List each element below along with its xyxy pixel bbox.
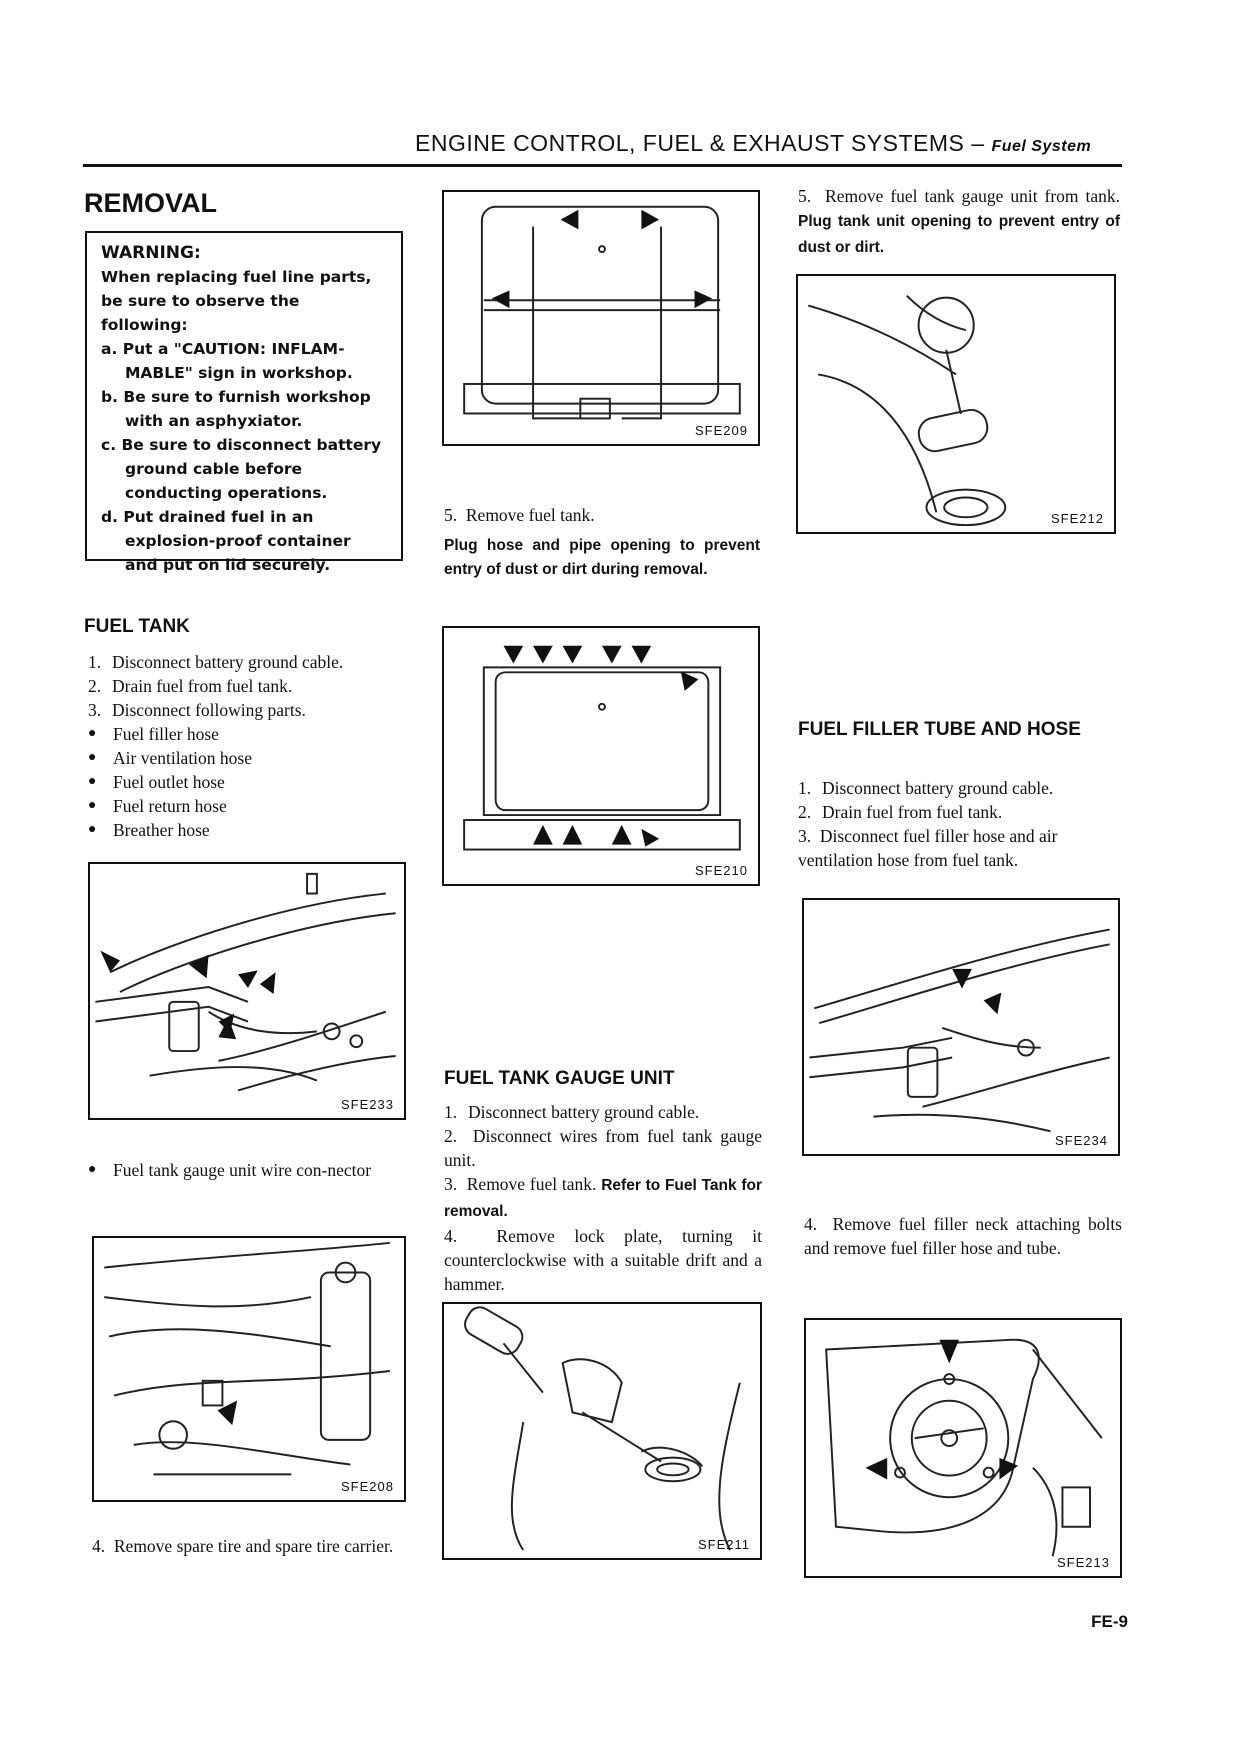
bullet-icon: ● (88, 774, 97, 789)
list-item: 3. Disconnect fuel filler hose and air v… (798, 826, 1058, 870)
figure-filler-hose: SFE234 (802, 898, 1120, 1156)
gauge-unit-steps: 1. Disconnect battery ground cable. 2. Di… (444, 1100, 762, 1296)
list-item: 4. Remove lock plate, turning it counter… (444, 1226, 763, 1294)
figure-id: SFE211 (697, 1537, 750, 1552)
lock-plate-illustration (464, 1306, 741, 1551)
filler-neck-illustration (825, 1338, 1103, 1557)
list-item: ● Fuel return hose (88, 796, 227, 816)
gauge-connector-bullet: ● Fuel tank gauge unit wire con-nector (88, 1158, 408, 1182)
figure-wire-connector: SFE208 (92, 1236, 406, 1502)
figure-id: SFE233 (341, 1097, 394, 1112)
filler-hose-illustration (809, 928, 1110, 1133)
fuel-tank-heading: FUEL TANK (84, 616, 190, 637)
list-item: ● Air ventilation hose (88, 748, 253, 768)
warning-item-c: c. Be sure to disconnect battery ground … (101, 436, 382, 502)
list-item: 1. Disconnect battery ground cable. (88, 652, 344, 672)
header-separator: – (964, 130, 992, 156)
tank-bolts-illustration (463, 645, 741, 851)
bullet-icon: ● (88, 798, 97, 813)
list-item: 1. Disconnect battery ground cable. (444, 1102, 700, 1122)
list-item: ● Fuel outlet hose (88, 772, 225, 792)
list-item: ● Fuel tank gauge unit wire con-nector (88, 1160, 372, 1180)
bullet-icon: ● (88, 726, 97, 741)
spare-tire-step: 4. Remove spare tire and spare tire carr… (92, 1536, 394, 1556)
remove-tank-step: 5. Remove fuel tank. (444, 505, 595, 525)
list-item: ● Fuel filler hose (88, 724, 219, 744)
page-number: FE-9 (1091, 1612, 1128, 1631)
figure-id: SFE209 (695, 423, 748, 438)
plug-hose-note: Plug hose and pipe opening to prevent en… (444, 537, 760, 578)
figure-id: SFE213 (1057, 1555, 1110, 1570)
bullet-icon: ● (88, 822, 97, 837)
list-item: 2. Drain fuel from fuel tank. (88, 676, 293, 696)
figure-id: SFE210 (695, 863, 748, 878)
figure-tank-straps: SFE209 (442, 190, 760, 446)
list-item: 2. Drain fuel from fuel tank. (798, 802, 1003, 822)
removal-heading: REMOVAL (84, 188, 217, 218)
warning-item-a: a. Put a "CAUTION: INFLAM-MABLE" sign in… (101, 340, 353, 382)
figure-id: SFE212 (1051, 511, 1104, 526)
figure-id: SFE208 (341, 1479, 394, 1494)
figure-tank-bolts: SFE210 (442, 626, 760, 886)
figure-filler-neck: SFE213 (804, 1318, 1122, 1578)
bullet-icon: ● (88, 1162, 97, 1177)
figure-id: SFE234 (1055, 1133, 1108, 1148)
list-item: 3. Disconnect following parts. (88, 700, 306, 720)
figure-lock-plate: SFE211 (442, 1302, 762, 1560)
warning-title: WARNING: (101, 243, 201, 263)
figure-gauge-unit: SFE212 (796, 274, 1116, 534)
list-item: 2. Disconnect wires from fuel tank gauge… (444, 1126, 762, 1170)
gauge-unit-heading: FUEL TANK GAUGE UNIT (444, 1068, 675, 1089)
list-item: ● Breather hose (88, 820, 210, 840)
tank-straps-illustration (463, 205, 741, 420)
gauge-unit-illustration (808, 294, 1007, 527)
remove-gauge-step: 5. Remove fuel tank gauge unit from tank… (798, 186, 1120, 256)
warning-intro: When replacing fuel line parts, be sure … (101, 268, 372, 334)
header-divider (83, 164, 1122, 167)
filler-tube-heading: FUEL FILLER TUBE AND HOSE (798, 719, 1081, 740)
figure-hose-connections: SFE233 (88, 862, 406, 1120)
warning-item-d: d. Put drained fuel in an explosion-proo… (101, 508, 351, 574)
warning-item-b: b. Be sure to furnish workshop with an a… (101, 388, 371, 430)
warning-box: WARNING: When replacing fuel line parts,… (85, 231, 403, 574)
header-title: ENGINE CONTROL, FUEL & EXHAUST SYSTEMS (415, 130, 965, 156)
list-item: 3. Remove fuel tank. Refer to Fuel Tank … (444, 1174, 762, 1220)
filler-neck-step: 4. Remove fuel filler neck attaching bol… (804, 1214, 1122, 1258)
header-subtitle: Fuel System (991, 138, 1092, 155)
fuel-tank-steps: 1. Disconnect battery ground cable. 2. Dra… (88, 650, 408, 842)
bullet-icon: ● (88, 750, 97, 765)
filler-tube-steps: 1. Disconnect battery ground cable. 2. Dra… (798, 776, 1120, 872)
hose-illustration (95, 872, 396, 1092)
connector-illustration (104, 1241, 390, 1476)
page-header: ENGINE CONTROL, FUEL & EXHAUST SYSTEMS –… (415, 130, 1091, 157)
list-item: 1. Disconnect battery ground cable. (798, 778, 1054, 798)
